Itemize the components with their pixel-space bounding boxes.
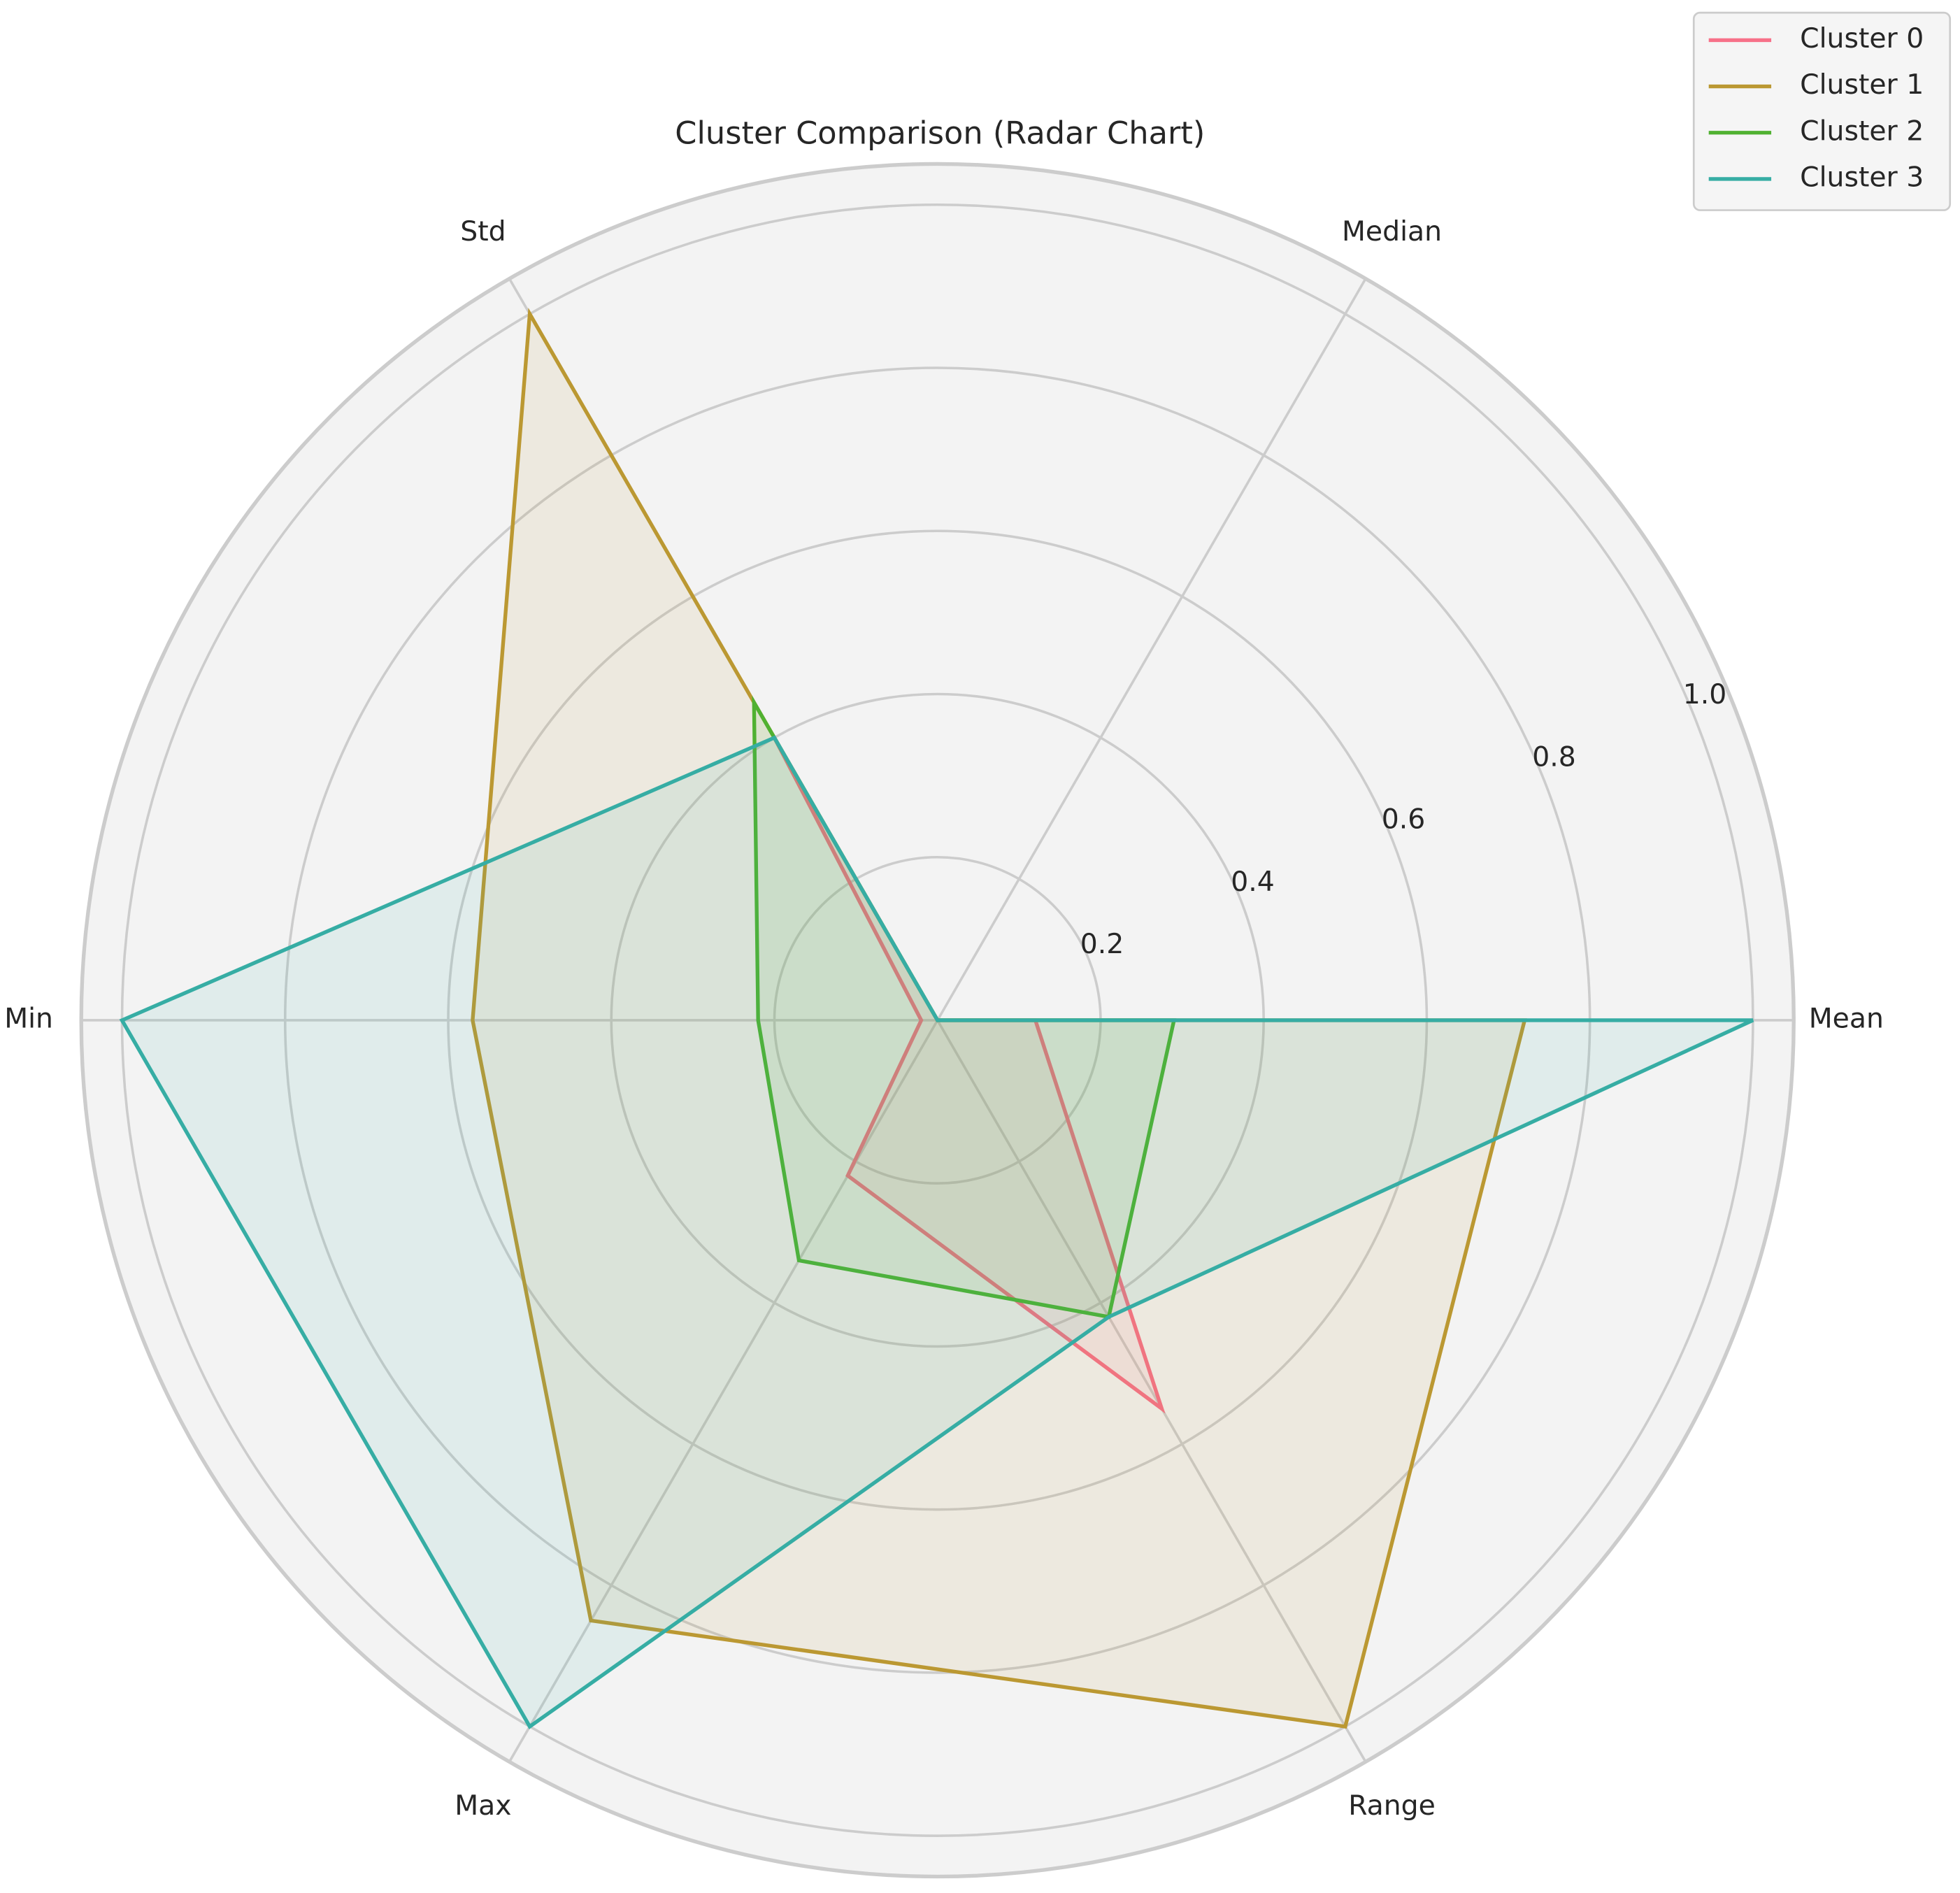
axis-label: Median — [1342, 216, 1442, 248]
axis-label: Std — [460, 216, 506, 248]
spoke — [936, 278, 1367, 1021]
axis-label: Range — [1348, 1790, 1436, 1822]
r-tick-label: 0.2 — [1080, 929, 1124, 960]
r-tick-label: 0.6 — [1382, 804, 1426, 836]
spoke — [508, 1020, 939, 1763]
chart-title: Cluster Comparison (Radar Chart) — [675, 115, 1205, 151]
series-area — [472, 313, 1525, 1727]
series-line — [119, 735, 1754, 1729]
r-tick-label: 0.8 — [1532, 741, 1576, 773]
axis-label: Max — [455, 1790, 511, 1822]
axis-label: Mean — [1809, 1003, 1884, 1034]
legend-box — [1692, 11, 1952, 211]
r-tick-label: 1.0 — [1683, 679, 1727, 710]
axis-label: Min — [4, 1003, 53, 1034]
legend-label: Cluster 2 — [1800, 115, 1924, 147]
series-area — [754, 702, 1174, 1317]
r-tick-label: 0.4 — [1231, 866, 1275, 898]
series-area — [122, 737, 1753, 1727]
legend-label: Cluster 0 — [1800, 23, 1924, 55]
legend-label: Cluster 1 — [1800, 69, 1924, 101]
legend-label: Cluster 3 — [1800, 162, 1924, 193]
spoke — [936, 1020, 1367, 1763]
